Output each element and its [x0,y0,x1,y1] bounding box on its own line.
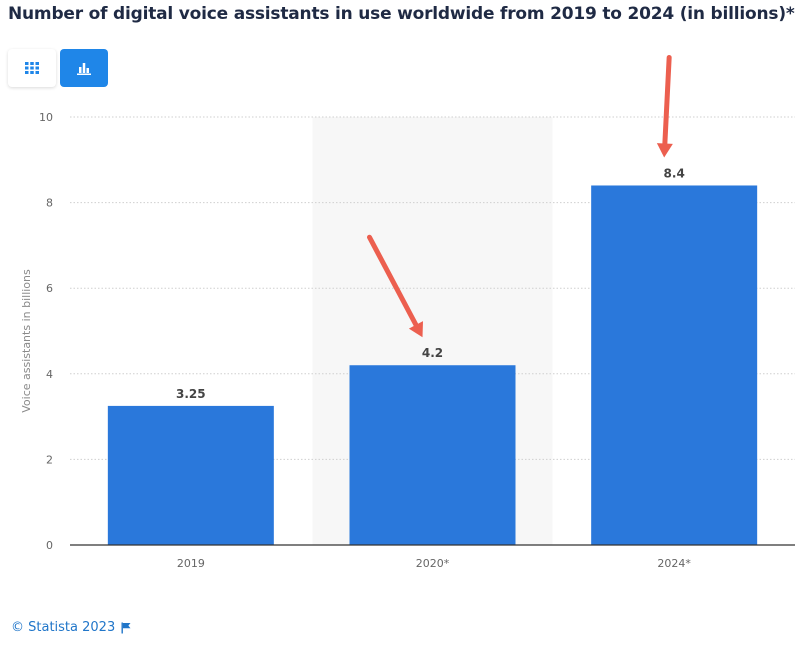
y-tick-label: 0 [46,539,53,552]
flag-icon[interactable] [121,622,131,634]
annotation-arrowhead [408,321,424,338]
bar[interactable] [107,405,274,545]
y-axis-label: Voice assistants in billions [20,269,33,413]
y-tick-label: 4 [46,368,53,381]
annotation-arrowhead [656,143,673,158]
bar-value-label: 8.4 [664,166,685,180]
bar[interactable] [349,365,516,545]
chart-title: Number of digital voice assistants in us… [8,4,795,24]
bar-value-label: 4.2 [422,346,443,360]
chart-view-button[interactable] [60,49,108,87]
annotation-arrow [367,234,419,328]
annotation-arrow [662,54,672,146]
grid-icon [25,62,39,74]
y-tick-label: 8 [46,197,53,210]
x-tick-label: 2024* [657,557,691,570]
x-tick-label: 2019 [177,557,205,570]
x-tick-label: 2020* [416,557,450,570]
table-view-button[interactable] [8,49,56,87]
y-tick-label: 6 [46,282,53,295]
bar-chart-icon [77,62,91,75]
y-tick-label: 10 [39,111,53,124]
footer-credit: © Statista 2023 [11,620,131,635]
bar-value-label: 3.25 [176,387,206,401]
bar[interactable] [591,185,758,546]
copyright-text: © Statista 2023 [11,620,116,635]
y-tick-label: 2 [46,453,53,466]
